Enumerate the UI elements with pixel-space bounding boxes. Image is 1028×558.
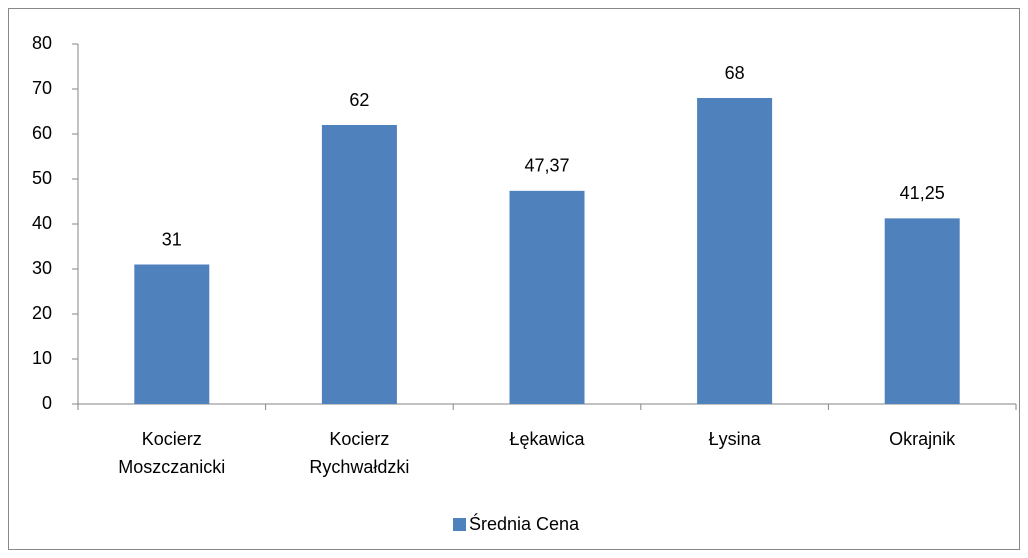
data-label: 62 bbox=[349, 90, 369, 110]
y-tick-label: 30 bbox=[32, 258, 52, 278]
bar bbox=[134, 264, 210, 404]
legend-label: Średnia Cena bbox=[469, 513, 580, 534]
y-tick-label: 80 bbox=[32, 33, 52, 53]
y-tick-label: 70 bbox=[32, 78, 52, 98]
bar bbox=[884, 218, 960, 404]
y-tick-label: 0 bbox=[42, 393, 52, 413]
y-tick-label: 60 bbox=[32, 123, 52, 143]
y-tick-label: 20 bbox=[32, 303, 52, 323]
x-tick-label: Kocierz Moszczanicki bbox=[118, 429, 226, 477]
data-label: 68 bbox=[725, 63, 745, 83]
bar bbox=[697, 98, 773, 404]
x-tick-label: Łękawica bbox=[509, 429, 585, 449]
data-label: 47,37 bbox=[524, 156, 569, 176]
y-tick-label: 50 bbox=[32, 168, 52, 188]
bar bbox=[321, 125, 397, 404]
x-tick-label: Kocierz Rychwałdzki bbox=[309, 429, 410, 477]
data-label: 31 bbox=[162, 229, 182, 249]
data-label: 41,25 bbox=[900, 183, 945, 203]
x-tick-label: Łysina bbox=[708, 429, 761, 449]
bar bbox=[509, 190, 585, 404]
y-tick-label: 40 bbox=[32, 213, 52, 233]
x-tick-label: Okrajnik bbox=[889, 429, 956, 449]
legend-swatch bbox=[453, 518, 466, 531]
y-tick-label: 10 bbox=[32, 348, 52, 368]
